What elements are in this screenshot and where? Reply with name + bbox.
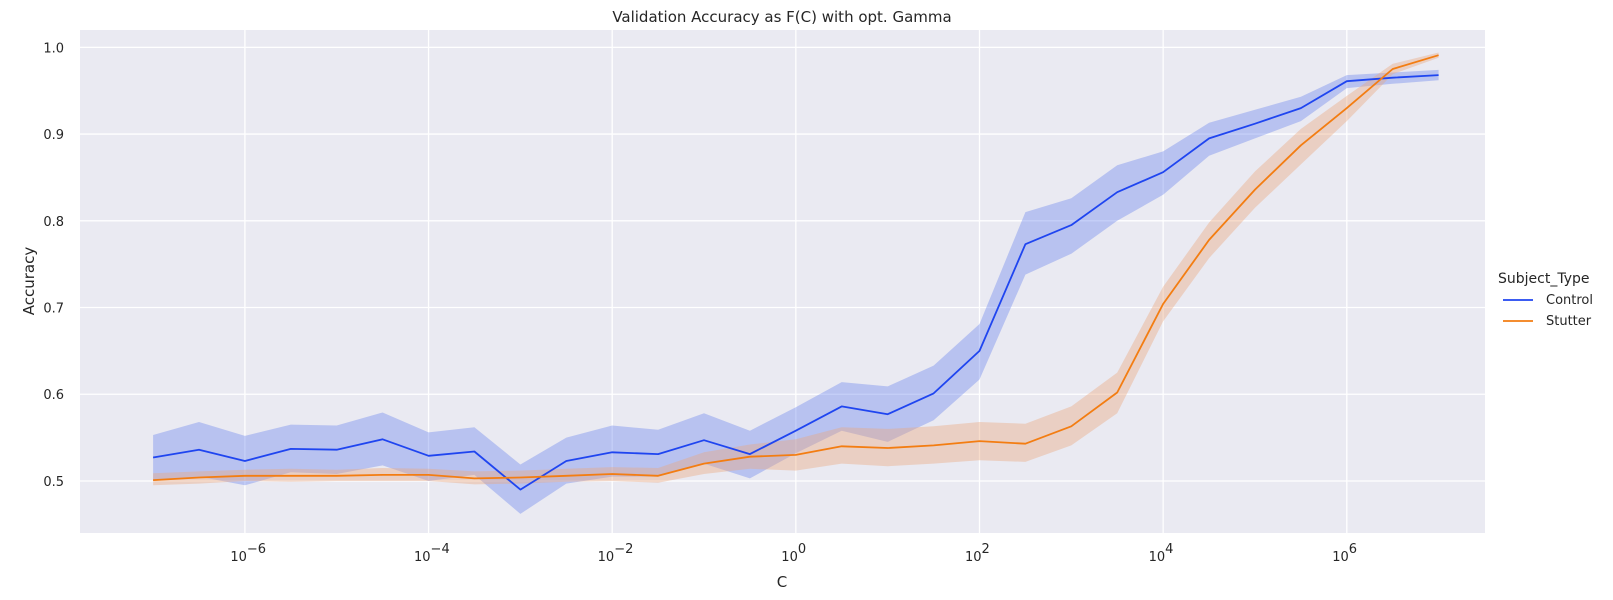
legend-item-stutter: Stutter	[1503, 314, 1592, 329]
x-tick-exponent: 2	[981, 542, 989, 557]
x-tick-label: 102	[965, 542, 990, 565]
x-tick-exponent: 0	[798, 542, 806, 557]
x-tick-label: 10−4	[414, 542, 450, 565]
series-line-stutter	[153, 54, 1439, 481]
x-tick-base: 10	[1149, 550, 1166, 565]
y-tick-label: 1.0	[43, 41, 64, 56]
confidence-band-stutter	[153, 52, 1439, 486]
y-tick-label: 0.5	[43, 475, 64, 490]
series-line-control	[152, 74, 1439, 491]
x-tick-exponent: −2	[614, 542, 633, 557]
y-tick-labels: 0.5 0.6 0.7 0.8 0.9 1.0	[43, 41, 64, 490]
legend-item-control: Control	[1503, 293, 1593, 308]
x-tick-base: 10	[414, 550, 431, 565]
x-tick-exponent: −4	[431, 542, 450, 557]
x-tick-label: 104	[1149, 542, 1174, 565]
x-tick-base: 10	[598, 550, 615, 565]
x-tick-label: 10−6	[230, 542, 266, 565]
x-tick-exponent: 4	[1165, 542, 1173, 557]
y-tick-label: 0.7	[43, 302, 64, 317]
legend-title: Subject_Type	[1498, 271, 1590, 287]
x-tick-exponent: 6	[1349, 542, 1357, 557]
x-tick-base: 10	[1332, 550, 1349, 565]
x-tick-label: 106	[1332, 542, 1357, 565]
chart-title: Validation Accuracy as F(C) with opt. Ga…	[612, 8, 951, 26]
confidence-bands	[153, 52, 1439, 514]
x-axis-label: C	[777, 573, 787, 591]
series-lines	[152, 54, 1439, 491]
y-axis-label: Accuracy	[20, 247, 38, 316]
legend-label: Control	[1546, 293, 1593, 308]
legend-label: Stutter	[1546, 314, 1592, 329]
x-tick-label: 10−2	[598, 542, 634, 565]
x-tick-base: 10	[965, 550, 982, 565]
y-tick-label: 0.6	[43, 388, 64, 403]
y-tick-label: 0.8	[43, 215, 64, 230]
x-tick-label: 100	[781, 542, 806, 565]
x-tick-base: 10	[230, 550, 247, 565]
x-tick-base: 10	[781, 550, 798, 565]
grid	[80, 30, 1485, 533]
legend: Subject_Type Control Stutter	[1498, 271, 1593, 329]
y-tick-label: 0.9	[43, 128, 64, 143]
confidence-band-control	[153, 69, 1439, 514]
x-tick-exponent: −6	[247, 542, 266, 557]
